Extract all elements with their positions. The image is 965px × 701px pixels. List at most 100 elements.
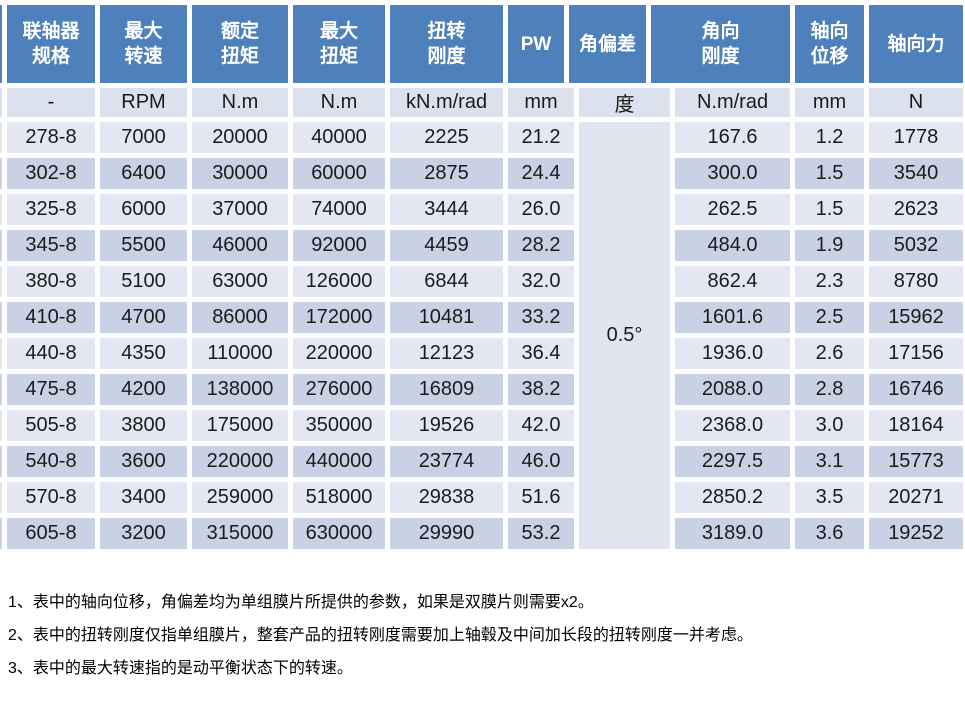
cell-torsional-stiffness: 10481 [390,302,503,333]
cell-max-torque: 350000 [293,410,385,441]
table-header-row: 联轴器 规格 最大 转速 额定 扭矩 最大 扭矩 扭转 刚度 PW 角偏差 角向 刚度 轴向 位… [0,5,965,83]
cell-torsional-stiffness: 6844 [390,266,503,297]
table-edge-sliver [0,410,2,441]
cell-pw: 32.0 [508,266,574,297]
cell-axial-force: 17156 [869,338,963,369]
cell-pw: 26.0 [508,194,574,225]
cell-spec: 380-8 [7,266,95,297]
unit-angular-deviation: 度 [579,88,670,117]
cell-rated-torque: 63000 [192,266,288,297]
table-edge-sliver [0,482,2,513]
header-pw: PW [508,5,564,83]
cell-max-torque: 40000 [293,122,385,153]
unit-torsional-stiffness: kN.m/rad [390,88,503,117]
cell-torsional-stiffness: 4459 [390,230,503,261]
cell-axial-force: 15773 [869,446,963,477]
cell-rated-torque: 315000 [192,518,288,549]
cell-torsional-stiffness: 29990 [390,518,503,549]
cell-max-torque: 440000 [293,446,385,477]
cell-axial-force: 16746 [869,374,963,405]
unit-max-speed: RPM [100,88,187,117]
cell-max-speed: 4700 [100,302,187,333]
cell-max-speed: 6400 [100,158,187,189]
footnotes: 1、表中的轴向位移，角偏差均为单组膜片所提供的参数，如果是双膜片则需要x2。 2、… [8,586,965,685]
cell-spec: 345-8 [7,230,95,261]
cell-angular-stiffness: 262.5 [675,194,790,225]
table-edge-sliver [0,5,2,83]
cell-axial-displacement: 3.5 [795,482,864,513]
cell-max-torque: 220000 [293,338,385,369]
cell-axial-displacement: 1.5 [795,158,864,189]
header-rated-torque: 额定 扭矩 [192,5,288,83]
table-edge-sliver [0,518,2,549]
cell-angular-stiffness: 1601.6 [675,302,790,333]
cell-rated-torque: 30000 [192,158,288,189]
cell-torsional-stiffness: 2225 [390,122,503,153]
cell-pw: 36.4 [508,338,574,369]
cell-torsional-stiffness: 2875 [390,158,503,189]
cell-axial-displacement: 2.8 [795,374,864,405]
angular-deviation-merged-cell: 0.5° [579,122,670,549]
table-edge-sliver [0,446,2,477]
cell-axial-displacement: 1.2 [795,122,864,153]
cell-axial-force: 18164 [869,410,963,441]
cell-max-speed: 3400 [100,482,187,513]
cell-axial-displacement: 3.1 [795,446,864,477]
cell-max-speed: 4350 [100,338,187,369]
cell-max-torque: 74000 [293,194,385,225]
unit-axial-displacement: mm [795,88,864,117]
cell-angular-stiffness: 2850.2 [675,482,790,513]
cell-spec: 605-8 [7,518,95,549]
cell-rated-torque: 20000 [192,122,288,153]
table-edge-sliver [0,194,2,225]
cell-axial-displacement: 1.5 [795,194,864,225]
header-max-torque: 最大 扭矩 [293,5,385,83]
cell-angular-stiffness: 300.0 [675,158,790,189]
table-edge-sliver [0,302,2,333]
cell-rated-torque: 110000 [192,338,288,369]
header-spec: 联轴器 规格 [7,5,95,83]
cell-max-torque: 126000 [293,266,385,297]
table-edge-sliver [0,230,2,261]
cell-rated-torque: 138000 [192,374,288,405]
cell-pw: 24.4 [508,158,574,189]
header-torsional-stiffness: 扭转 刚度 [390,5,503,83]
cell-spec: 440-8 [7,338,95,369]
cell-pw: 53.2 [508,518,574,549]
cell-angular-stiffness: 2368.0 [675,410,790,441]
cell-axial-force: 5032 [869,230,963,261]
cell-pw: 51.6 [508,482,574,513]
cell-angular-stiffness: 3189.0 [675,518,790,549]
unit-rated-torque: N.m [192,88,288,117]
header-angular-deviation: 角偏差 [569,5,646,83]
cell-max-speed: 6000 [100,194,187,225]
cell-axial-force: 19252 [869,518,963,549]
header-axial-displacement: 轴向 位移 [795,5,864,83]
footnote: 2、表中的扭转刚度仅指单组膜片，整套产品的扭转刚度需要加上轴毂及中间加长段的扭转… [8,627,753,644]
cell-spec: 570-8 [7,482,95,513]
cell-rated-torque: 220000 [192,446,288,477]
cell-max-speed: 5100 [100,266,187,297]
cell-torsional-stiffness: 29838 [390,482,503,513]
cell-rated-torque: 175000 [192,410,288,441]
table-body: 0.5° - RPM N.m N.m kN.m/rad mm 度 N.m/rad mm N 278-… [0,88,965,549]
cell-max-speed: 5500 [100,230,187,261]
cell-pw: 38.2 [508,374,574,405]
cell-torsional-stiffness: 23774 [390,446,503,477]
unit-max-torque: N.m [293,88,385,117]
cell-max-speed: 3600 [100,446,187,477]
table-edge-sliver [0,158,2,189]
cell-pw: 46.0 [508,446,574,477]
cell-torsional-stiffness: 16809 [390,374,503,405]
cell-angular-stiffness: 1936.0 [675,338,790,369]
header-angular-stiffness: 角向 刚度 [651,5,790,83]
header-max-speed: 最大 转速 [100,5,187,83]
footnote: 1、表中的轴向位移，角偏差均为单组膜片所提供的参数，如果是双膜片则需要x2。 [8,594,594,611]
cell-spec: 325-8 [7,194,95,225]
cell-angular-stiffness: 2088.0 [675,374,790,405]
cell-axial-force: 2623 [869,194,963,225]
unit-angular-stiffness: N.m/rad [675,88,790,117]
cell-angular-stiffness: 167.6 [675,122,790,153]
cell-angular-stiffness: 2297.5 [675,446,790,477]
cell-spec: 410-8 [7,302,95,333]
